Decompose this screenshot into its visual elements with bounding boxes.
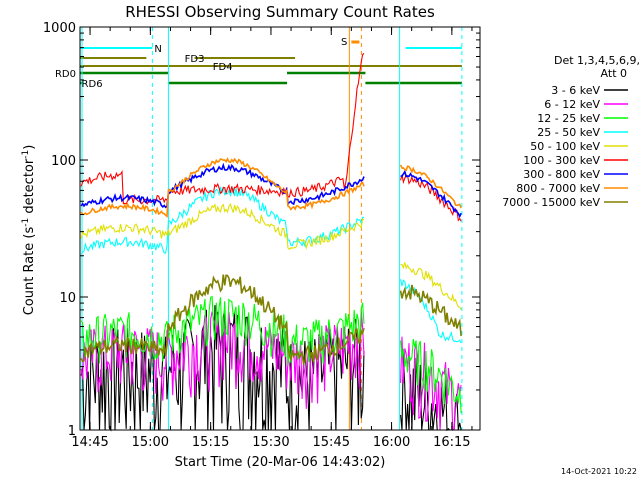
legend-label-3: 25 - 50 keV (537, 126, 600, 139)
series-line-12-25-kev (400, 339, 462, 414)
x-tick-label-5: 16:00 (373, 435, 410, 450)
x-tick-label-6: 16:15 (433, 435, 470, 450)
legend-label-4: 50 - 100 keV (530, 140, 600, 153)
series-layer (80, 52, 462, 432)
flag-label-rd0: RD0 (55, 69, 76, 80)
legend-label-6: 300 - 800 keV (523, 168, 600, 181)
series-line-800-7000-kev (399, 164, 462, 209)
x-tick-label-3: 15:30 (252, 435, 289, 450)
x-tick-label-2: 15:15 (192, 435, 229, 450)
footer-timestamp: 14-Oct-2021 10:22 (561, 467, 637, 476)
legend-label-2: 12 - 25 keV (537, 112, 600, 125)
legend-label-5: 100 - 300 keV (523, 154, 600, 167)
legend-header-line2: Att 0 (601, 67, 627, 80)
x-tick-label-4: 15:45 (313, 435, 350, 450)
flag-label-fd3: FD3 (185, 54, 205, 65)
series-line-50-100-kev (80, 202, 365, 251)
series-line-6-12-kev (80, 310, 365, 409)
legend-label-7: 800 - 7000 keV (516, 182, 600, 195)
axis-ticks: 14:45 15:00 15:15 15:30 15:45 16:00 16:15 1 10 10… (43, 21, 480, 450)
flag-label-s: S (341, 37, 347, 48)
plot-frame (79, 26, 481, 431)
y-axis-label: Count Rate (s-1 detector-1) (21, 145, 37, 316)
series-line-50-100-kev (400, 262, 462, 310)
x-axis-label: Start Time (20-Mar-06 14:43:02) (175, 455, 386, 470)
y-tick-label-0: 1 (68, 424, 76, 439)
legend-label-1: 6 - 12 keV (544, 98, 600, 111)
x-tick-label-0: 14:45 (71, 435, 108, 450)
series-line-7000-15000-kev (399, 284, 462, 337)
y-tick-label-2: 100 (51, 154, 76, 169)
y-tick-label-1: 10 (59, 291, 76, 306)
series-line-300-800-kev (80, 162, 365, 209)
instrument-flags: N S FD3 FD4 RD0 RD6 (55, 37, 462, 90)
x-tick-label-1: 15:00 (132, 435, 169, 450)
series-line-800-7000-kev (80, 157, 365, 218)
flag-label-n: N (154, 44, 161, 55)
y-tick-label-3: 1000 (43, 21, 76, 36)
flag-label-fd4: FD4 (213, 62, 233, 73)
legend-label-8: 7000 - 15000 keV (502, 196, 600, 209)
legend-header-line1: Det 1,3,4,5,6,9, (554, 54, 640, 67)
series-line-7000-15000-kev (80, 274, 365, 366)
chart-title: RHESSI Observing Summary Count Rates (125, 3, 435, 21)
legend-label-0: 3 - 6 keV (551, 84, 600, 97)
series-line-12-25-kev (80, 295, 365, 367)
flag-label-rd6: RD6 (82, 79, 103, 90)
series-line-100-300-kev (400, 174, 462, 222)
series-line-300-800-kev (400, 169, 462, 219)
